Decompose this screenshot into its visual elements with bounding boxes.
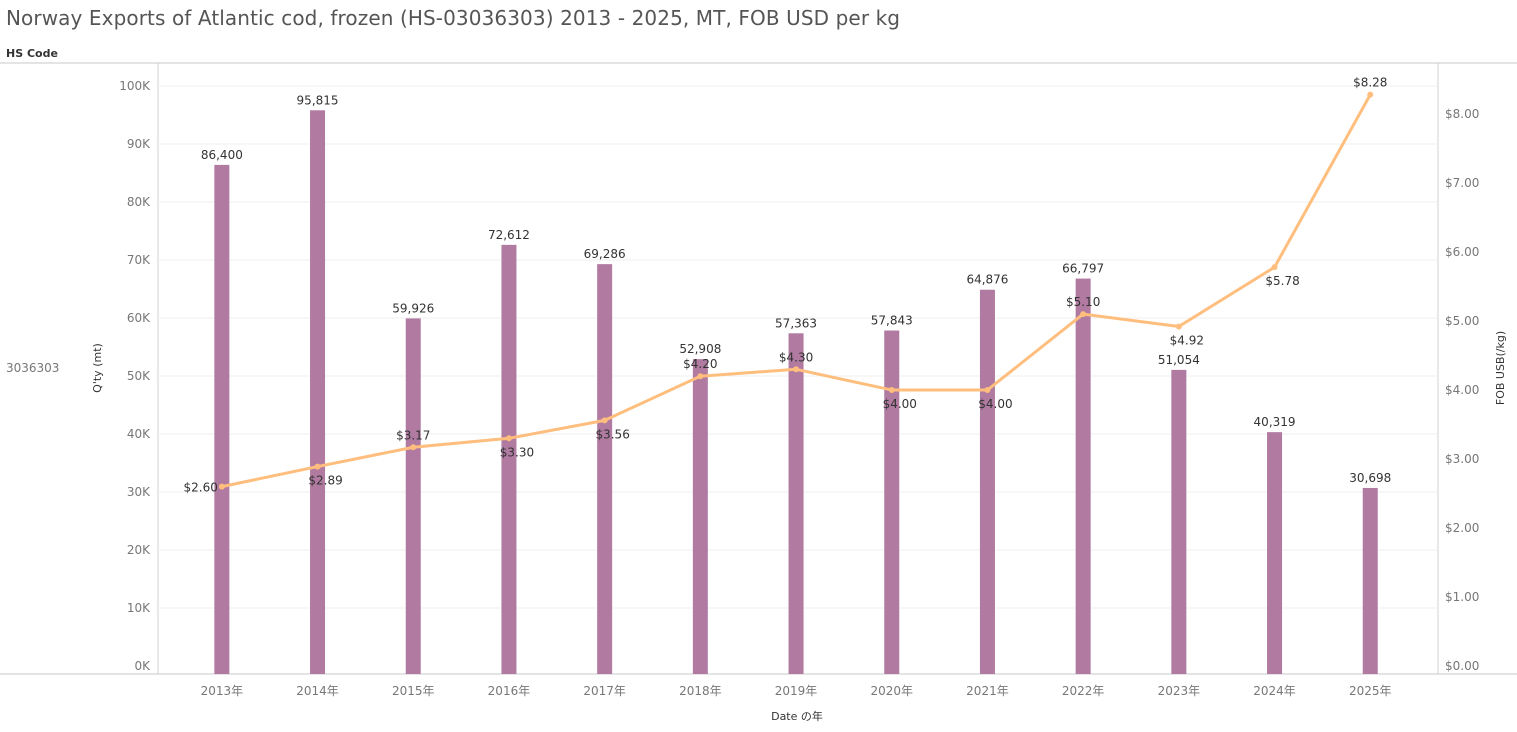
x-tick-label: 2021年 [966, 684, 1009, 698]
line-value-label: $4.30 [779, 350, 813, 364]
line-point [601, 417, 608, 424]
line-point [410, 444, 417, 451]
chart-title: Norway Exports of Atlantic cod, frozen (… [6, 6, 901, 30]
bar-value-label: 86,400 [201, 148, 243, 162]
y-right-tick-label: $8.00 [1445, 107, 1479, 121]
line-point [1367, 91, 1374, 98]
x-tick-label: 2018年 [679, 684, 722, 698]
y-right-tick-label: $4.00 [1445, 383, 1479, 397]
x-tick-label: 2015年 [392, 684, 435, 698]
line-value-label: $2.89 [308, 474, 342, 488]
bar-value-label: 66,797 [1062, 262, 1104, 276]
line-series [218, 91, 1374, 490]
bar-value-label: 59,926 [392, 301, 434, 315]
bar-value-label: 64,876 [966, 273, 1008, 287]
y-left-tick-label: 80K [127, 195, 151, 209]
bar [1362, 487, 1378, 674]
line-point [314, 463, 321, 470]
x-tick-label: 2025年 [1349, 684, 1392, 698]
line-point [888, 387, 895, 393]
x-tick-label: 2020年 [870, 684, 913, 698]
y-left-tick-label: 0K [134, 659, 151, 673]
y-left-tick-label: 10K [127, 601, 151, 615]
chart-frame [0, 62, 1517, 675]
bar-value-label: 72,612 [488, 228, 530, 242]
line-value-label: $5.78 [1265, 274, 1299, 288]
y-left-axis-title: Q'ty (mt) [91, 343, 104, 393]
bar-value-label: 57,363 [775, 316, 817, 330]
y-left-tick-label: 20K [127, 543, 151, 557]
bar [405, 318, 421, 674]
y-right-tick-label: $0.00 [1445, 659, 1479, 673]
y-left-tick-label: 50K [127, 369, 151, 383]
line-value-label: $4.20 [683, 357, 717, 371]
y-left-tick-label: 100K [119, 79, 151, 93]
bar [788, 333, 804, 674]
bar-value-label: 51,054 [1158, 353, 1200, 367]
y-right-tick-label: $2.00 [1445, 521, 1479, 535]
x-tick-label: 2023年 [1158, 684, 1201, 698]
bar-value-label: 52,908 [679, 342, 721, 356]
bar [1267, 432, 1283, 674]
line-value-label: $3.30 [500, 445, 534, 459]
y-right-axis-title: FOB USB(/kg) [1494, 331, 1507, 405]
x-tick-label: 2013年 [201, 684, 244, 698]
bar [501, 244, 517, 674]
line-value-label: $8.28 [1353, 76, 1387, 90]
line-point [1271, 264, 1278, 271]
bar [979, 289, 995, 674]
bar-value-label: 57,843 [871, 314, 913, 328]
x-tick-label: 2017年 [583, 684, 626, 698]
bar [884, 330, 900, 674]
x-tick-label: 2024年 [1253, 684, 1296, 698]
line-point [984, 387, 991, 393]
bar-value-label: 69,286 [584, 247, 626, 261]
bar-value-label: 95,815 [297, 93, 339, 107]
y-left-tick-label: 90K [127, 137, 151, 151]
x-tick-label: 2019年 [775, 684, 818, 698]
axes: 0K 10K 20K 30K 40K 50K 60K 70K 80K 90K 100K $0.00 $1… [91, 79, 1507, 723]
bar [1075, 278, 1091, 674]
line-point [1080, 311, 1087, 318]
bar [310, 110, 326, 674]
y-left-tick-label: 30K [127, 485, 151, 499]
line-point [697, 373, 704, 380]
bar [597, 264, 613, 674]
y-right-tick-label: $1.00 [1445, 590, 1479, 604]
y-right-tick-label: $5.00 [1445, 314, 1479, 328]
bar [1171, 369, 1187, 674]
bar [692, 359, 708, 674]
line-point [1175, 323, 1182, 330]
line-value-label: $5.10 [1066, 295, 1100, 309]
y-right-tick-label: $3.00 [1445, 452, 1479, 466]
x-axis-title: Date の年 [771, 709, 823, 723]
y-left-tick-label: 70K [127, 253, 151, 267]
y-left-tick-label: 60K [127, 311, 151, 325]
line-point [505, 435, 512, 442]
line-value-label: $3.17 [396, 428, 430, 442]
line-value-label: $2.60 [183, 481, 217, 495]
bar-value-label: 40,319 [1254, 415, 1296, 429]
line-value-label: $4.00 [978, 397, 1012, 411]
x-tick-label: 2016年 [488, 684, 531, 698]
row-header-hs-code: HS Code [6, 47, 58, 60]
x-tick-label: 2022年 [1062, 684, 1105, 698]
x-tick-label: 2014年 [296, 684, 339, 698]
line-value-label: $3.56 [595, 427, 629, 441]
y-right-tick-label: $6.00 [1445, 245, 1479, 259]
line-value-label: $4.92 [1170, 334, 1204, 348]
bar [214, 164, 230, 674]
y-left-tick-label: 40K [127, 427, 151, 441]
y-right-tick-label: $7.00 [1445, 176, 1479, 190]
bar-value-label: 30,698 [1349, 471, 1391, 485]
line-point [793, 366, 800, 373]
line-value-label: $4.00 [883, 397, 917, 411]
line-point [218, 483, 225, 490]
row-value-hs-code: 3036303 [6, 361, 60, 375]
bar-series [214, 110, 1378, 674]
data-labels: 86,400 95,815 59,926 72,612 69,286 52,908 57,3… [183, 76, 1391, 495]
